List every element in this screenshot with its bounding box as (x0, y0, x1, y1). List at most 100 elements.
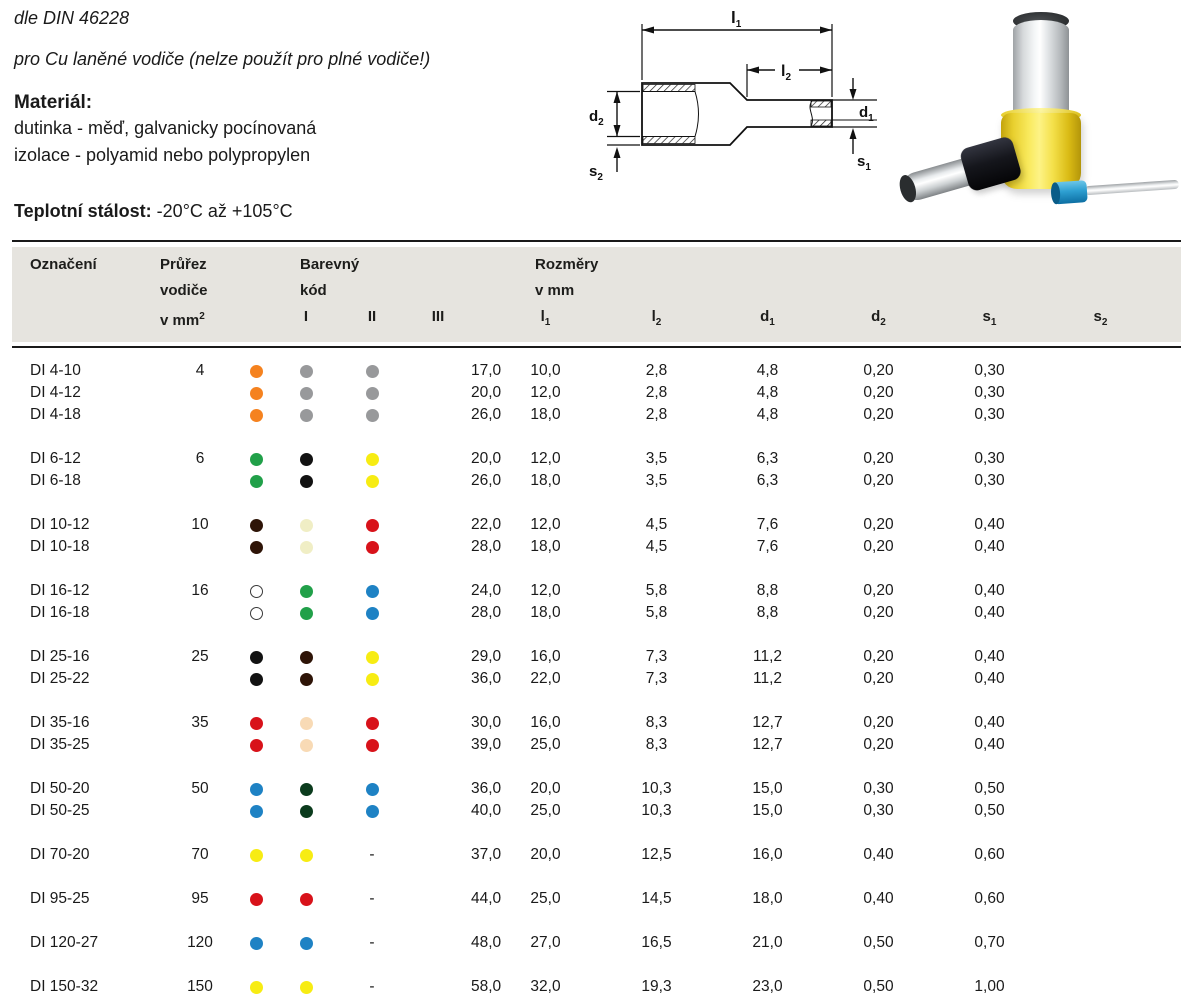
col-header-colorcode-line1: Barevný (300, 256, 360, 273)
dim-value: 0,60 (974, 846, 1005, 863)
color-cell (339, 584, 405, 598)
darkgreen-color-dot (299, 782, 313, 796)
color-cell (273, 540, 339, 554)
brown-color-dot (299, 650, 313, 664)
color-cell (240, 518, 273, 532)
dim-value: 22,0 (471, 516, 502, 533)
col-header-d1: d1 (760, 308, 775, 328)
red-color-dot (365, 540, 379, 554)
color-cell (339, 804, 405, 818)
dim-value: 0,30 (974, 362, 1005, 379)
table-row: DI 35-16 35 30,0 16,0 8,3 12,7 0,20 0,40 (12, 712, 1181, 734)
dim-value: 3,5 (645, 450, 668, 467)
brown-color-dot (250, 540, 263, 554)
color-cell (339, 782, 405, 796)
dim-value: 0,20 (863, 406, 894, 423)
dim-value: 12,7 (752, 714, 783, 731)
dim-value: 11,2 (752, 648, 783, 665)
beige-color-dot (299, 738, 313, 752)
table-row: DI 16-12 16 24,0 12,0 5,8 8,8 0,20 0,40 (12, 580, 1181, 602)
red-color-dot (250, 716, 263, 730)
sleeve-wall-hatch-bottom (642, 136, 696, 144)
dim-value: 11,2 (752, 670, 783, 687)
dim-value: 0,20 (863, 362, 894, 379)
blue-color-dot (365, 782, 379, 796)
dim-value: 17,0 (471, 362, 502, 379)
color-cell: - (369, 890, 375, 907)
dim-value: 0,20 (863, 604, 894, 621)
dim-value: 0,30 (974, 406, 1005, 423)
table-row-group: DI 50-20 50 36,0 20,0 10,3 15,0 0,30 0,5… (12, 778, 1181, 822)
dim-value: 0,20 (863, 450, 894, 467)
designation: DI 120-27 (30, 934, 99, 951)
dim-value: 2,8 (645, 384, 668, 401)
red-color-dot (250, 892, 263, 906)
yellow-color-dot (250, 980, 263, 994)
table-row: DI 10-12 10 22,0 12,0 4,5 7,6 0,20 0,40 (12, 514, 1181, 536)
table-row: DI 25-22 36,0 22,0 7,3 11,2 0,20 0,40 (12, 668, 1181, 690)
green-color-dot (299, 606, 313, 620)
col-header-cross-line2: vodiče (160, 282, 208, 299)
dim-value: 4,5 (645, 516, 668, 533)
dim-value: 18,0 (530, 472, 561, 489)
gray-color-dot (299, 364, 313, 378)
color-cell (240, 474, 273, 488)
dim-value: 14,5 (641, 890, 672, 907)
color-cell (240, 980, 273, 994)
designation: DI 16-12 (30, 582, 90, 599)
dim-value: 0,60 (974, 890, 1005, 907)
color-cell (273, 936, 339, 950)
designation: DI 10-18 (30, 538, 90, 555)
dim-value: 0,50 (974, 802, 1005, 819)
black-color-dot (250, 672, 263, 686)
color-cell (339, 364, 405, 378)
beige-color-dot (299, 716, 313, 730)
dim-value: 10,0 (530, 362, 561, 379)
designation: DI 16-18 (30, 604, 90, 621)
designation: DI 35-16 (30, 714, 90, 731)
table-row-group: DI 35-16 35 30,0 16,0 8,3 12,7 0,20 0,40… (12, 712, 1181, 756)
dim-value: 0,30 (863, 780, 894, 797)
dim-value: 4,8 (756, 384, 779, 401)
dim-value: 20,0 (471, 450, 502, 467)
table-row: DI 50-25 40,0 25,0 10,3 15,0 0,30 0,50 (12, 800, 1181, 822)
dim-value: 8,8 (756, 604, 779, 621)
table-row-group: DI 150-32 150 - 58,0 32,0 19,3 23,0 0,50… (12, 976, 1181, 998)
table-row: DI 120-27 120 - 48,0 27,0 16,5 21,0 0,50… (12, 932, 1181, 954)
black-color-dot (299, 452, 313, 466)
norm-reference: dle DIN 46228 (14, 8, 130, 28)
blue-color-dot (250, 804, 263, 818)
orange-color-dot (250, 386, 263, 400)
dim-value: 37,0 (471, 846, 502, 863)
dim-value: 10,3 (641, 802, 672, 819)
dim-value: 0,40 (863, 890, 894, 907)
dim-value: 40,0 (471, 802, 502, 819)
dim-label-s2: s2 (589, 163, 603, 183)
dim-value: 26,0 (471, 472, 502, 489)
dim-value: 5,8 (645, 604, 668, 621)
color-cell: - (369, 846, 375, 863)
photo-medium-ferrule-black (896, 129, 1035, 215)
color-cell (240, 540, 273, 554)
product-photo (895, 0, 1193, 232)
usage-note: pro Cu laněné vodiče (nelze použít pro p… (14, 49, 431, 69)
ivory-color-dot (299, 518, 313, 532)
table-row: DI 95-25 95 - 44,0 25,0 14,5 18,0 0,40 0… (12, 888, 1181, 910)
dim-value: 21,0 (752, 934, 783, 951)
dim-value: 0,40 (974, 670, 1005, 687)
temperature-value: -20°C až +105°C (151, 201, 293, 221)
gray-color-dot (365, 408, 379, 422)
spec-table: Označení Průřez Barevný Rozměry vodiče k… (12, 240, 1181, 998)
dim-value: 16,0 (530, 648, 561, 665)
dim-value: 0,20 (863, 582, 894, 599)
color-cell (273, 474, 339, 488)
designation: DI 150-32 (30, 978, 99, 995)
table-top-rule (12, 240, 1181, 242)
dim-value: 22,0 (530, 670, 561, 687)
dim-value: 2,8 (645, 406, 668, 423)
designation: DI 6-12 (30, 450, 81, 467)
dim-value: 12,0 (530, 582, 561, 599)
dim-value: 48,0 (471, 934, 502, 951)
cross-section: 6 (195, 450, 205, 467)
table-row: DI 10-18 28,0 18,0 4,5 7,6 0,20 0,40 (12, 536, 1181, 558)
